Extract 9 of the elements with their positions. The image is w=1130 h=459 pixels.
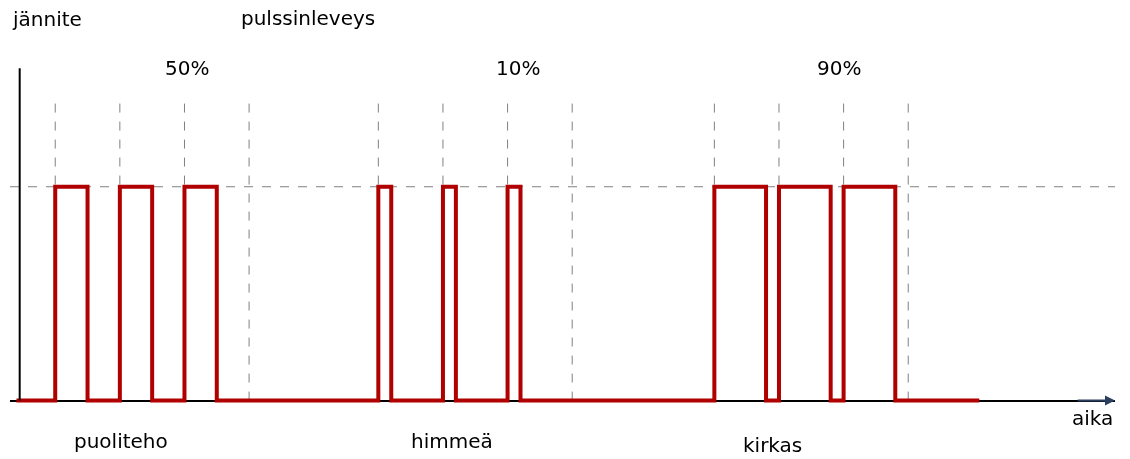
- text: 90%: [817, 56, 862, 80]
- text: jännite: [12, 7, 82, 31]
- text: 10%: [496, 56, 541, 80]
- text: pulssinleveys: [241, 6, 376, 30]
- text: 50%: [165, 56, 210, 80]
- text: puoliteho: [74, 429, 168, 453]
- text: himmeä: [411, 429, 493, 453]
- text: kirkas: [743, 433, 803, 457]
- x-axis-title: aika: [1072, 406, 1114, 430]
